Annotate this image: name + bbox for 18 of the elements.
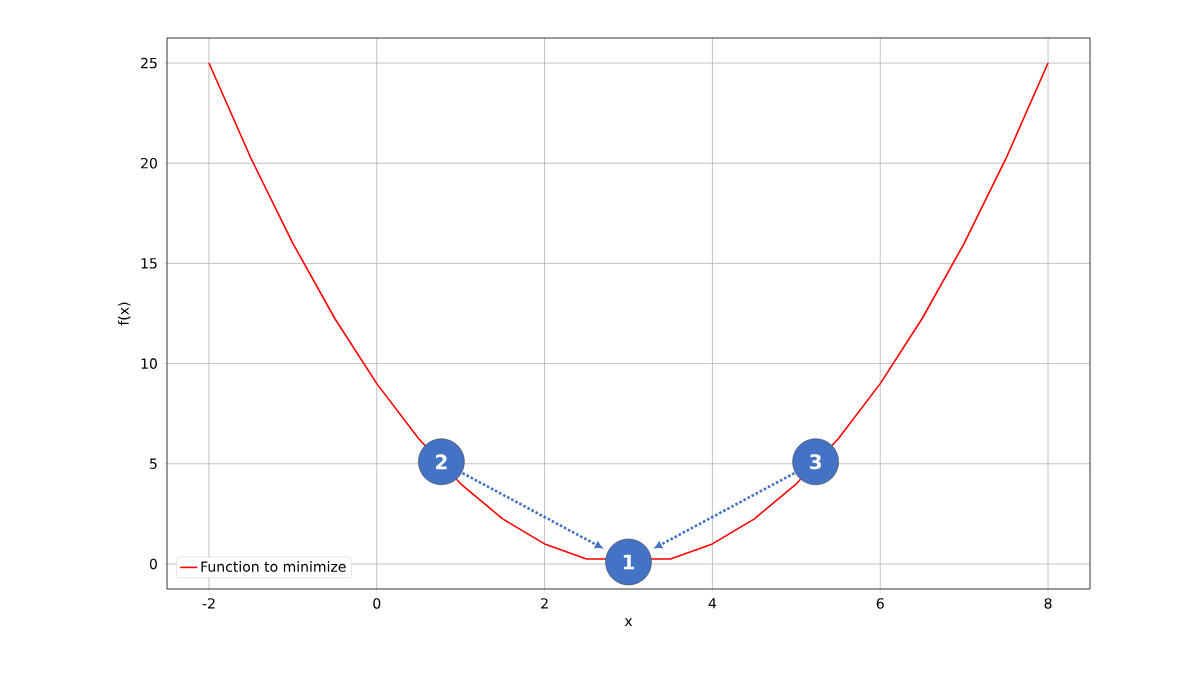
x-tick-label: 8 <box>1044 598 1052 609</box>
x-tick-label: 6 <box>876 598 884 609</box>
y-tick-label: 15 <box>141 258 157 269</box>
x-tick-label: 2 <box>541 598 548 609</box>
annotation: 1 <box>623 554 635 570</box>
y-tick-label: 25 <box>141 57 157 69</box>
annotation: 3 <box>810 454 821 470</box>
x-axis-title: x <box>624 618 633 626</box>
y-tick-label: 0 <box>149 558 157 570</box>
annotation: 2 <box>436 454 447 470</box>
x-tick-label: 0 <box>373 598 381 609</box>
y-tick-label: 20 <box>141 157 157 169</box>
y-tick-label: 5 <box>150 458 157 469</box>
x-tick-label: 4 <box>708 598 717 609</box>
legend-label: Function to minimize <box>201 561 346 572</box>
y-axis-title: f(x) <box>118 302 131 326</box>
x-tick-label: -2 <box>202 598 215 609</box>
y-tick-label: 10 <box>141 358 157 369</box>
